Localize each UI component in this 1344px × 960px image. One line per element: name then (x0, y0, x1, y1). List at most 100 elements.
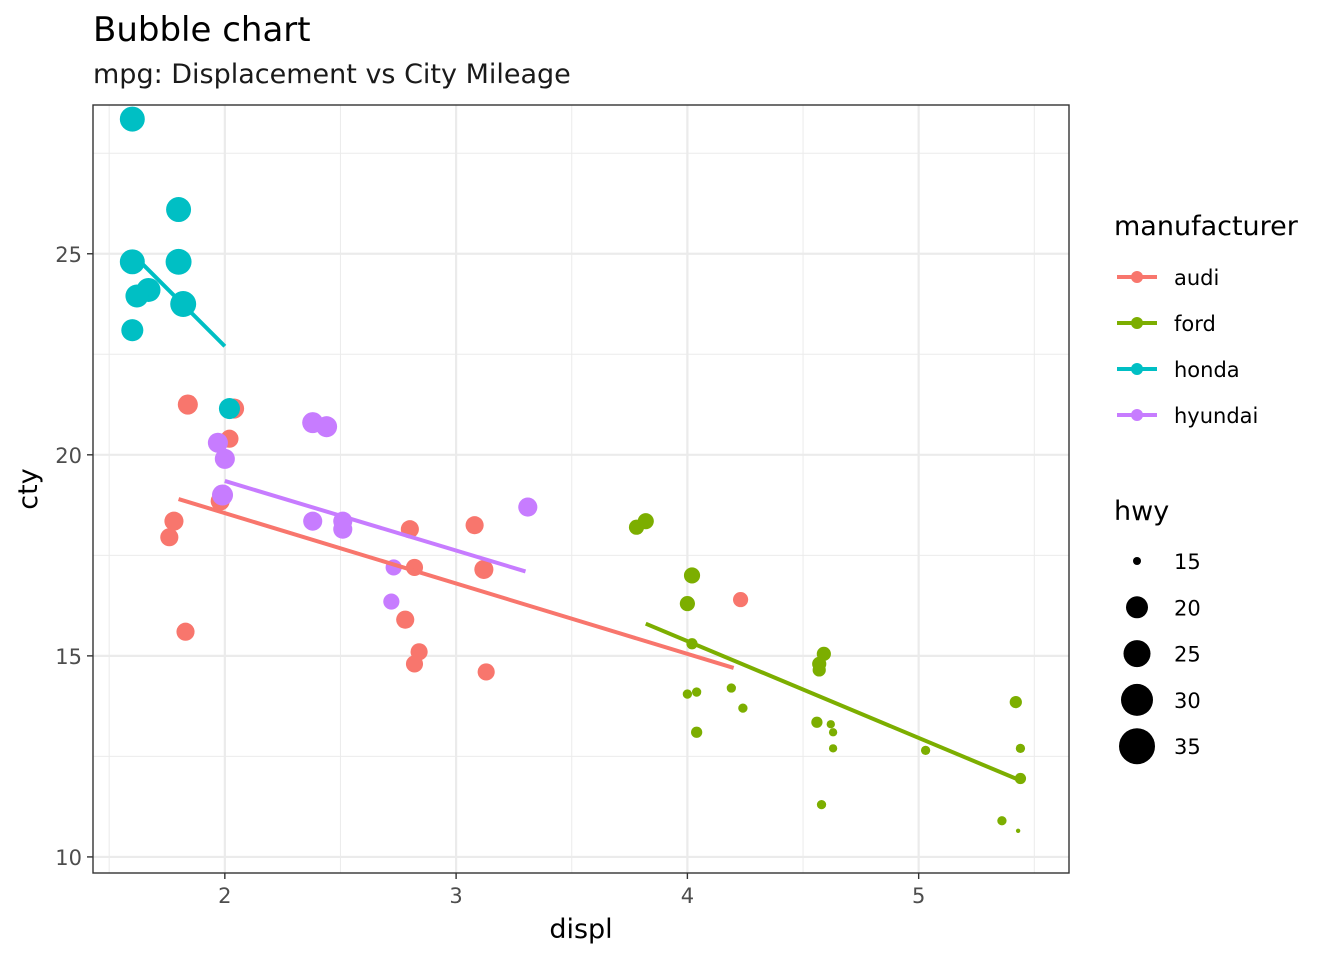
bubble-hyundai (207, 432, 228, 453)
bubble-hyundai (518, 497, 538, 517)
legend-item-ford: ford (1117, 312, 1216, 336)
legend-label: hyundai (1174, 404, 1258, 428)
size-legend-item: 15 (1133, 550, 1201, 574)
bubble-ford (812, 663, 826, 677)
size-legend-bubble (1123, 640, 1151, 668)
bubble-hyundai (211, 484, 234, 506)
bubble-ford (811, 716, 823, 728)
bubble-hyundai (333, 519, 353, 539)
y-tick-label: 10 (55, 846, 82, 870)
bubble-ford (738, 703, 748, 713)
x-tick-label: 5 (912, 884, 925, 908)
bubble-ford (691, 687, 702, 697)
trend-line-ford (644, 621, 1022, 783)
bubble-audi (405, 655, 424, 673)
axes: 2 3 4 5 10 15 20 25 (55, 243, 925, 908)
bubble-ford (828, 744, 838, 753)
size-legend-label: 35 (1174, 735, 1201, 759)
x-axis-title: displ (549, 914, 612, 945)
trend-line-honda (130, 252, 227, 348)
bubble-ford (828, 728, 838, 737)
legend-key-dot (1131, 409, 1143, 421)
bubble-hyundai (214, 448, 235, 469)
size-legend: hwy 15 20 25 30 35 (1114, 496, 1201, 765)
bubble-hyundai (383, 593, 400, 610)
bubble-ford (691, 726, 703, 738)
bubble-honda (119, 249, 145, 275)
plot-panel-border (92, 104, 1070, 874)
size-legend-title: hwy (1114, 496, 1169, 527)
size-legend-bubble (1119, 728, 1155, 765)
bubble-audi (732, 591, 749, 608)
bubble-hyundai (316, 416, 338, 438)
trend-line-audi (177, 497, 735, 670)
size-legend-bubble (1121, 683, 1153, 716)
bubble-ford (1009, 695, 1022, 709)
bubble-ford (683, 567, 701, 584)
size-legend-bubble (1126, 596, 1148, 619)
y-tick-label: 15 (55, 645, 82, 669)
bubble-ford (682, 689, 693, 699)
legend-label: honda (1174, 358, 1240, 382)
grid-lines (93, 105, 1069, 873)
bubble-ford (726, 683, 736, 693)
size-legend-label: 25 (1174, 643, 1201, 667)
legend-label: ford (1174, 312, 1216, 336)
bubble-honda (165, 248, 192, 275)
bubble-hyundai (303, 511, 323, 531)
bubble-audi (177, 394, 198, 415)
bubble-honda (121, 319, 144, 342)
bubble-ford (1015, 743, 1026, 754)
bubble-honda (119, 106, 145, 132)
x-tick-label: 3 (449, 884, 462, 908)
x-tick-label: 4 (681, 884, 694, 908)
legend-label: audi (1174, 266, 1219, 290)
legend-key-dot (1131, 271, 1143, 283)
bubble-audi (465, 516, 484, 535)
bubble-honda (218, 398, 240, 420)
size-legend-bubble (1133, 557, 1141, 565)
series-audi (160, 394, 749, 681)
size-legend-item: 20 (1126, 596, 1201, 620)
y-tick-label: 20 (55, 444, 82, 468)
chart-subtitle: mpg: Displacement vs City Mileage (93, 59, 571, 90)
bubble-ford (679, 596, 695, 612)
size-legend-item: 35 (1119, 728, 1201, 765)
plot-panel-background (93, 105, 1069, 873)
series-honda (119, 106, 240, 420)
size-legend-label: 15 (1174, 550, 1201, 574)
color-legend: manufacturer audi ford honda hyundai (1114, 211, 1299, 428)
color-legend-title: manufacturer (1114, 211, 1299, 242)
legend-item-hyundai: hyundai (1117, 404, 1258, 428)
bubble-ford (816, 646, 831, 661)
bubble-audi (176, 622, 195, 641)
bubble-ford (816, 799, 827, 810)
bubble-ford (1015, 828, 1021, 833)
y-tick-label: 25 (55, 243, 82, 267)
series-layer (119, 106, 1027, 833)
bubble-audi (474, 559, 494, 579)
legend-key-dot (1131, 317, 1143, 329)
bubble-ford (920, 745, 931, 756)
bubble-ford (637, 513, 654, 530)
trend-line-hyundai (224, 479, 527, 574)
bubble-honda (166, 197, 192, 223)
size-legend-item: 30 (1121, 683, 1201, 716)
size-legend-label: 20 (1174, 596, 1201, 620)
y-axis-title: cty (13, 468, 44, 509)
bubble-audi (160, 528, 179, 547)
size-legend-label: 30 (1174, 689, 1201, 713)
size-legend-item: 25 (1123, 640, 1201, 668)
bubble-honda (125, 284, 149, 308)
bubble-ford (997, 816, 1007, 826)
legend-key-dot (1131, 363, 1143, 375)
legend-item-audi: audi (1117, 266, 1219, 290)
bubble-audi (164, 511, 184, 531)
bubble-audi (396, 610, 415, 629)
legend-item-honda: honda (1117, 358, 1240, 382)
bubble-ford (826, 720, 835, 729)
x-tick-label: 2 (218, 884, 231, 908)
chart-title: Bubble chart (93, 10, 311, 50)
bubble-audi (477, 663, 495, 681)
